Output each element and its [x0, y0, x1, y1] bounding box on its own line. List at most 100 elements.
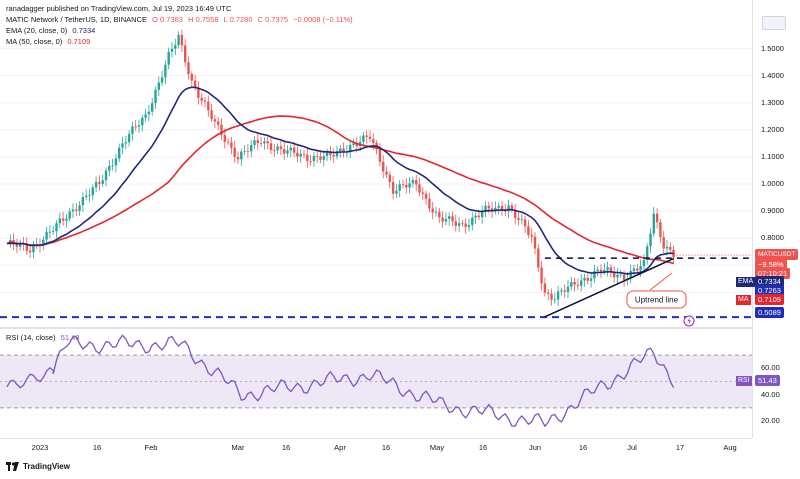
ma-legend[interactable]: MA (50, close, 0) 0.7109: [6, 36, 606, 47]
candlestick-series: [9, 29, 675, 307]
candle-body: [312, 155, 316, 162]
time-axis[interactable]: 2023 16 Feb Mar 16 Apr 16 May 16 Jun 16 Jul 17 Aug: [0, 438, 752, 457]
candle-body: [174, 45, 177, 49]
footer-brand[interactable]: TradingView: [6, 462, 70, 471]
candle-body: [213, 119, 217, 122]
candle-body: [576, 284, 580, 286]
candle-body: [520, 219, 523, 221]
candle-body: [240, 151, 243, 160]
candle-body: [131, 126, 134, 134]
candle-body: [121, 143, 124, 148]
candle-body: [497, 205, 500, 208]
candle-body: [279, 146, 283, 150]
candle-body: [382, 161, 385, 172]
ema-legend[interactable]: EMA (20, close, 0) 0.7334: [6, 25, 606, 36]
candle-body: [543, 283, 547, 293]
candle-body: [289, 147, 292, 151]
candle-body: [233, 147, 236, 158]
candle-body: [523, 219, 527, 227]
candle-body: [177, 34, 180, 46]
candle-body: [48, 231, 52, 233]
candle-body: [302, 153, 306, 155]
candle-body: [217, 121, 220, 125]
candle-body: [540, 267, 543, 284]
candle-body: [451, 216, 454, 222]
candle-body: [108, 165, 111, 171]
candle-body: [408, 183, 411, 188]
candle-body: [372, 139, 375, 143]
chart-settings-button[interactable]: [762, 16, 786, 30]
candle-body: [646, 246, 649, 260]
candle-body: [141, 117, 144, 126]
candle-body: [593, 270, 596, 279]
candle-body: [659, 222, 662, 238]
last-symbol-tag: MATICUSDT: [755, 249, 799, 260]
candle-body: [665, 246, 669, 249]
candle-body: [269, 143, 273, 151]
candle-body: [292, 147, 296, 153]
candle-body: [352, 143, 355, 145]
candle-body: [461, 223, 464, 225]
price-tick: 1.3000: [761, 97, 784, 107]
pane-divider[interactable]: [0, 327, 752, 329]
candle-body: [256, 140, 259, 144]
close-value: C 0.7375: [257, 15, 289, 24]
lightning-icon: [687, 317, 691, 325]
candle-body: [655, 213, 659, 223]
ema-axis-label: EMA: [736, 277, 756, 287]
time-tick: Jul: [627, 443, 637, 452]
price-tick: 1.2000: [761, 124, 784, 134]
candle-body: [160, 77, 164, 83]
candle-body: [45, 232, 48, 240]
rsi-header[interactable]: RSI (14, close) 51.43: [6, 333, 79, 342]
rsi-header-value: 51.43: [60, 333, 80, 342]
annotation-text: Uptrend line: [635, 296, 679, 305]
candle-body: [629, 270, 632, 279]
candle-body: [484, 205, 487, 213]
candle-body: [411, 180, 415, 184]
candle-body: [378, 148, 382, 162]
candle-body: [349, 144, 352, 152]
symbol-name[interactable]: MATIC Network / TetherUS, 1D, BINANCE: [6, 15, 148, 24]
candle-body: [316, 155, 319, 157]
candle-body: [474, 215, 477, 218]
candle-body: [636, 268, 639, 271]
rsi-axis-label: RSI: [736, 376, 752, 386]
candle-body: [388, 174, 391, 183]
candle-body: [184, 45, 187, 63]
candle-body: [566, 286, 570, 292]
candle-body: [527, 226, 530, 235]
chart-canvas[interactable]: Uptrend line: [0, 0, 752, 438]
candle-body: [599, 269, 603, 272]
candle-body: [606, 267, 609, 270]
price-tick: 1.5000: [761, 43, 784, 53]
candle-body: [144, 114, 147, 118]
candle-body: [365, 135, 368, 137]
candle-body: [28, 250, 32, 253]
candle-body: [530, 234, 533, 237]
countdown-tag: 07:10:21: [755, 268, 791, 279]
price-grid: [0, 48, 752, 293]
candle-body: [55, 223, 58, 232]
time-tick: 2023: [31, 443, 49, 452]
time-tick: Aug: [723, 443, 737, 452]
candle-body: [609, 267, 613, 273]
candle-body: [200, 97, 203, 101]
annotation-box[interactable]: [626, 290, 687, 309]
ma-value-tag: 0.7109: [755, 294, 784, 305]
time-tick: Mar: [231, 443, 245, 452]
candle-body: [81, 197, 85, 206]
candle-body: [504, 210, 507, 212]
candle-body: [190, 74, 193, 81]
candle-body: [342, 148, 345, 153]
candle-body: [111, 165, 114, 167]
annotation-pointer: [649, 272, 673, 291]
candle-body: [98, 181, 101, 184]
candle-body: [58, 218, 61, 224]
rsi-tick: 60.00: [761, 363, 780, 373]
candle-body: [167, 51, 170, 65]
price-axis[interactable]: 1.5000 1.4000 1.3000 1.2000 1.1000 1.0000 0.90…: [752, 0, 800, 438]
price-tick: 0.9000: [761, 206, 784, 216]
candle-body: [662, 237, 665, 249]
candle-body: [94, 181, 98, 188]
